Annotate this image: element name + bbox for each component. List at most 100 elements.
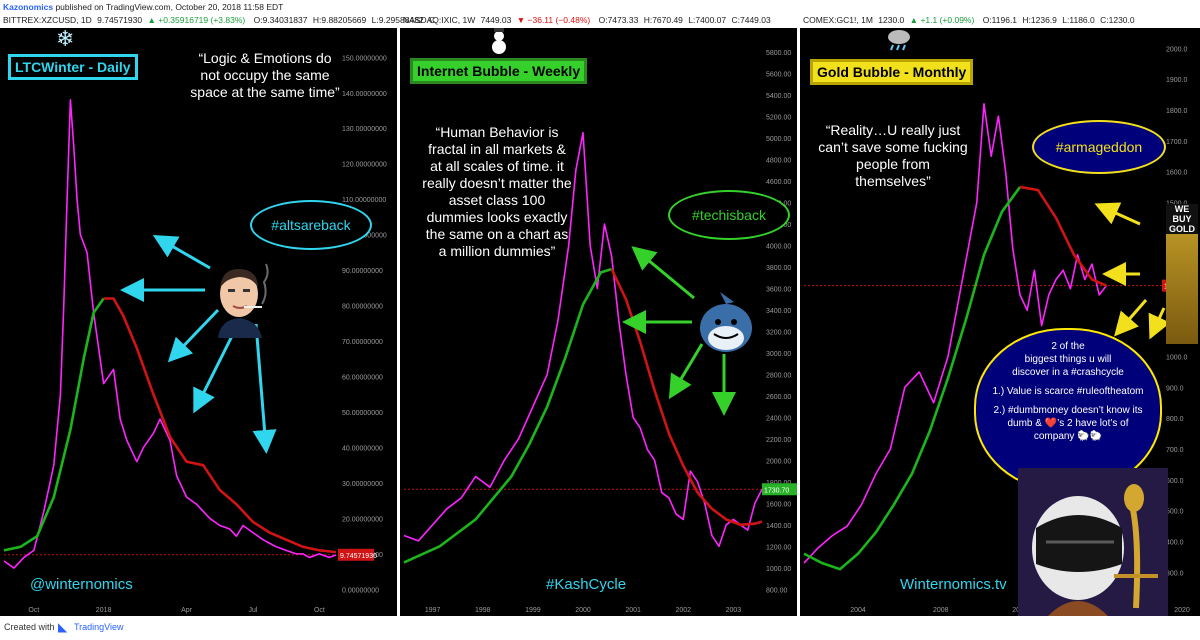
ma-rising-line: [403, 267, 613, 564]
y-tick-label: 1900.0: [1166, 77, 1188, 84]
y-tick-label: 1600.00: [766, 501, 791, 508]
snowman-icon: [492, 28, 506, 54]
y-tick-label: 5600.00: [766, 72, 791, 79]
x-tick-label: 2018: [96, 607, 112, 614]
ticker-change: ▲ +1.1 (+0.09%): [909, 15, 975, 25]
oval-line: 2.) #dumbmoney doesn’t know its: [993, 405, 1143, 416]
ticker-symbol: NASDAQ:IXIC, 1W: [403, 15, 476, 25]
x-tick-label: 2000: [575, 607, 591, 614]
y-tick-label: 140.00000000: [342, 91, 387, 98]
y-tick-label: 3200.00: [766, 329, 791, 336]
ticker-symbol: COMEX:GC1!, 1M: [803, 15, 873, 25]
x-tick-label: 1998: [475, 607, 491, 614]
y-tick-label: 700.0: [1166, 447, 1184, 454]
y-tick-label: 70.00000000: [342, 339, 383, 346]
ticker-line-3: COMEX:GC1!, 1M 1230.0 ▲ +1.1 (+0.09%) O:…: [803, 15, 1138, 25]
hashtag-bubble: #armageddon: [1032, 120, 1166, 174]
y-tick-label: 110.00000000: [342, 197, 386, 204]
panel-badge: LTCWinter - Daily: [8, 54, 138, 80]
y-tick-label: 20.00000000: [342, 516, 383, 523]
ma-rising-line: [803, 186, 1022, 571]
y-tick-label: 500.0: [1166, 509, 1184, 516]
ticker-last: 9.74571930: [97, 15, 143, 25]
ticker-change: ▼ −36.11 (−0.48%): [516, 15, 591, 25]
y-tick-label: 1000.0: [1166, 355, 1188, 362]
price-series-line: [803, 103, 1108, 564]
x-tick-label: 2003: [726, 607, 742, 614]
smoking-man-icon: [218, 263, 269, 338]
chart-panel-gold[interactable]: 300.0 400.0 500.0 600.0 700.0 800.0 900.0 1000.…: [800, 28, 1200, 616]
y-tick-label: 60.00000000: [342, 375, 383, 382]
chart-svg: 0.0000000010.0000000020.0000000030.00000…: [3, 55, 387, 614]
ma-rising-line: [3, 297, 105, 552]
x-tick-label: 1997: [425, 607, 441, 614]
chart-footer: Created with ◣ TradingView: [0, 616, 1200, 640]
ticker-open: O:1196.1: [982, 15, 1018, 25]
last-price-label: 9.74571930: [340, 553, 377, 560]
panel-footer-label: @winternomics: [30, 576, 133, 593]
y-tick-label: 600.0: [1166, 478, 1184, 485]
ticker-symbol: BITTREX:XZCUSD, 1D: [3, 15, 92, 25]
oval-line: biggest things u will: [1024, 354, 1112, 365]
publisher-link[interactable]: Kazonomics: [3, 2, 54, 12]
y-tick-label: 2600.00: [766, 394, 791, 401]
tradingview-brand[interactable]: TradingView: [74, 622, 124, 632]
annotation-arrow: [252, 323, 277, 454]
x-tick-label: 1999: [525, 607, 541, 614]
y-tick-label: 900.0: [1166, 385, 1184, 392]
y-tick-label: 300.0: [1166, 570, 1184, 577]
annotation-arrow: [1148, 307, 1171, 340]
y-tick-label: 40.00000000: [342, 445, 383, 452]
chart-panel-ltc[interactable]: 0.0000000010.0000000020.0000000030.00000…: [0, 28, 400, 616]
y-tick-label: 1600.0: [1166, 170, 1188, 177]
oval-line: 1.) Value is scarce #ruleoftheatom: [992, 386, 1144, 397]
ticker-open: O:9.34031837: [253, 15, 308, 25]
price-series-line: [3, 99, 337, 569]
y-tick-label: 120.00000000: [342, 162, 387, 169]
chart-header: Kazonomics published on TradingView.com,…: [0, 0, 1200, 28]
y-tick-label: 2400.00: [766, 415, 791, 422]
ticker-last: 7449.03: [480, 15, 512, 25]
annotation-arrow: [1094, 202, 1141, 226]
ma-falling-line: [610, 268, 763, 527]
publish-info: Kazonomics published on TradingView.com,…: [3, 2, 283, 12]
y-tick-label: 800.00: [766, 587, 788, 594]
panel-quote: “Human Behavior is fractal in all market…: [422, 124, 572, 259]
last-price-tag: [762, 483, 797, 496]
oval-line: discover in a #crashcycle: [1012, 367, 1124, 378]
x-tick-label: 2001: [625, 607, 641, 614]
y-tick-label: 5000.00: [766, 136, 791, 143]
y-tick-label: 1200.00: [766, 544, 791, 551]
x-tick-label: 2020: [1174, 607, 1190, 614]
ticker-change: ▲ +0.35916719 (+3.83%): [147, 15, 246, 25]
ticker-low: L:7400.07: [688, 15, 727, 25]
panel-footer-label: #KashCycle: [546, 576, 627, 593]
ticker-line-1: BITTREX:XZCUSD, 1D 9.74571930 ▲ +0.35916…: [3, 15, 438, 25]
price-series-line: [403, 131, 763, 548]
x-tick-label: Oct: [28, 607, 39, 614]
gold-sign: WE BUY GOLD: [1166, 204, 1198, 234]
y-tick-label: 1800.0: [1166, 108, 1188, 115]
y-tick-label: 4800.00: [766, 158, 791, 165]
ticker-close: C:1230.0: [1100, 15, 1135, 25]
x-tick-label: 2004: [850, 607, 866, 614]
x-tick-label: Oct: [314, 607, 325, 614]
panel-badge: Gold Bubble - Monthly: [810, 59, 974, 85]
y-tick-label: 30.00000000: [342, 481, 383, 488]
ticker-close: C:7449.03: [731, 15, 771, 25]
y-tick-label: 50.00000000: [342, 410, 383, 417]
chart-panel-nasdaq[interactable]: 800.001000.001200.001400.001600.001800.0…: [400, 28, 800, 616]
publish-date: published on TradingView.com, October 20…: [55, 2, 284, 12]
y-tick-label: 2200.00: [766, 437, 791, 444]
y-tick-label: 1000.00: [766, 566, 791, 573]
y-tick-label: 3800.00: [766, 265, 791, 272]
rain-cloud-icon: [888, 30, 910, 51]
ticker-low: L:9.29588482: [371, 15, 424, 25]
gold-man-icon: WE BUY GOLD: [1166, 204, 1198, 344]
y-tick-label: 5800.00: [766, 50, 791, 57]
y-tick-label: 400.0: [1166, 539, 1184, 546]
annotation-arrow: [668, 343, 704, 400]
y-tick-label: 0.00000000: [342, 587, 379, 594]
y-tick-label: 2000.00: [766, 458, 791, 465]
panel-quote: “Logic & Emotions do not occupy the same…: [190, 50, 340, 100]
